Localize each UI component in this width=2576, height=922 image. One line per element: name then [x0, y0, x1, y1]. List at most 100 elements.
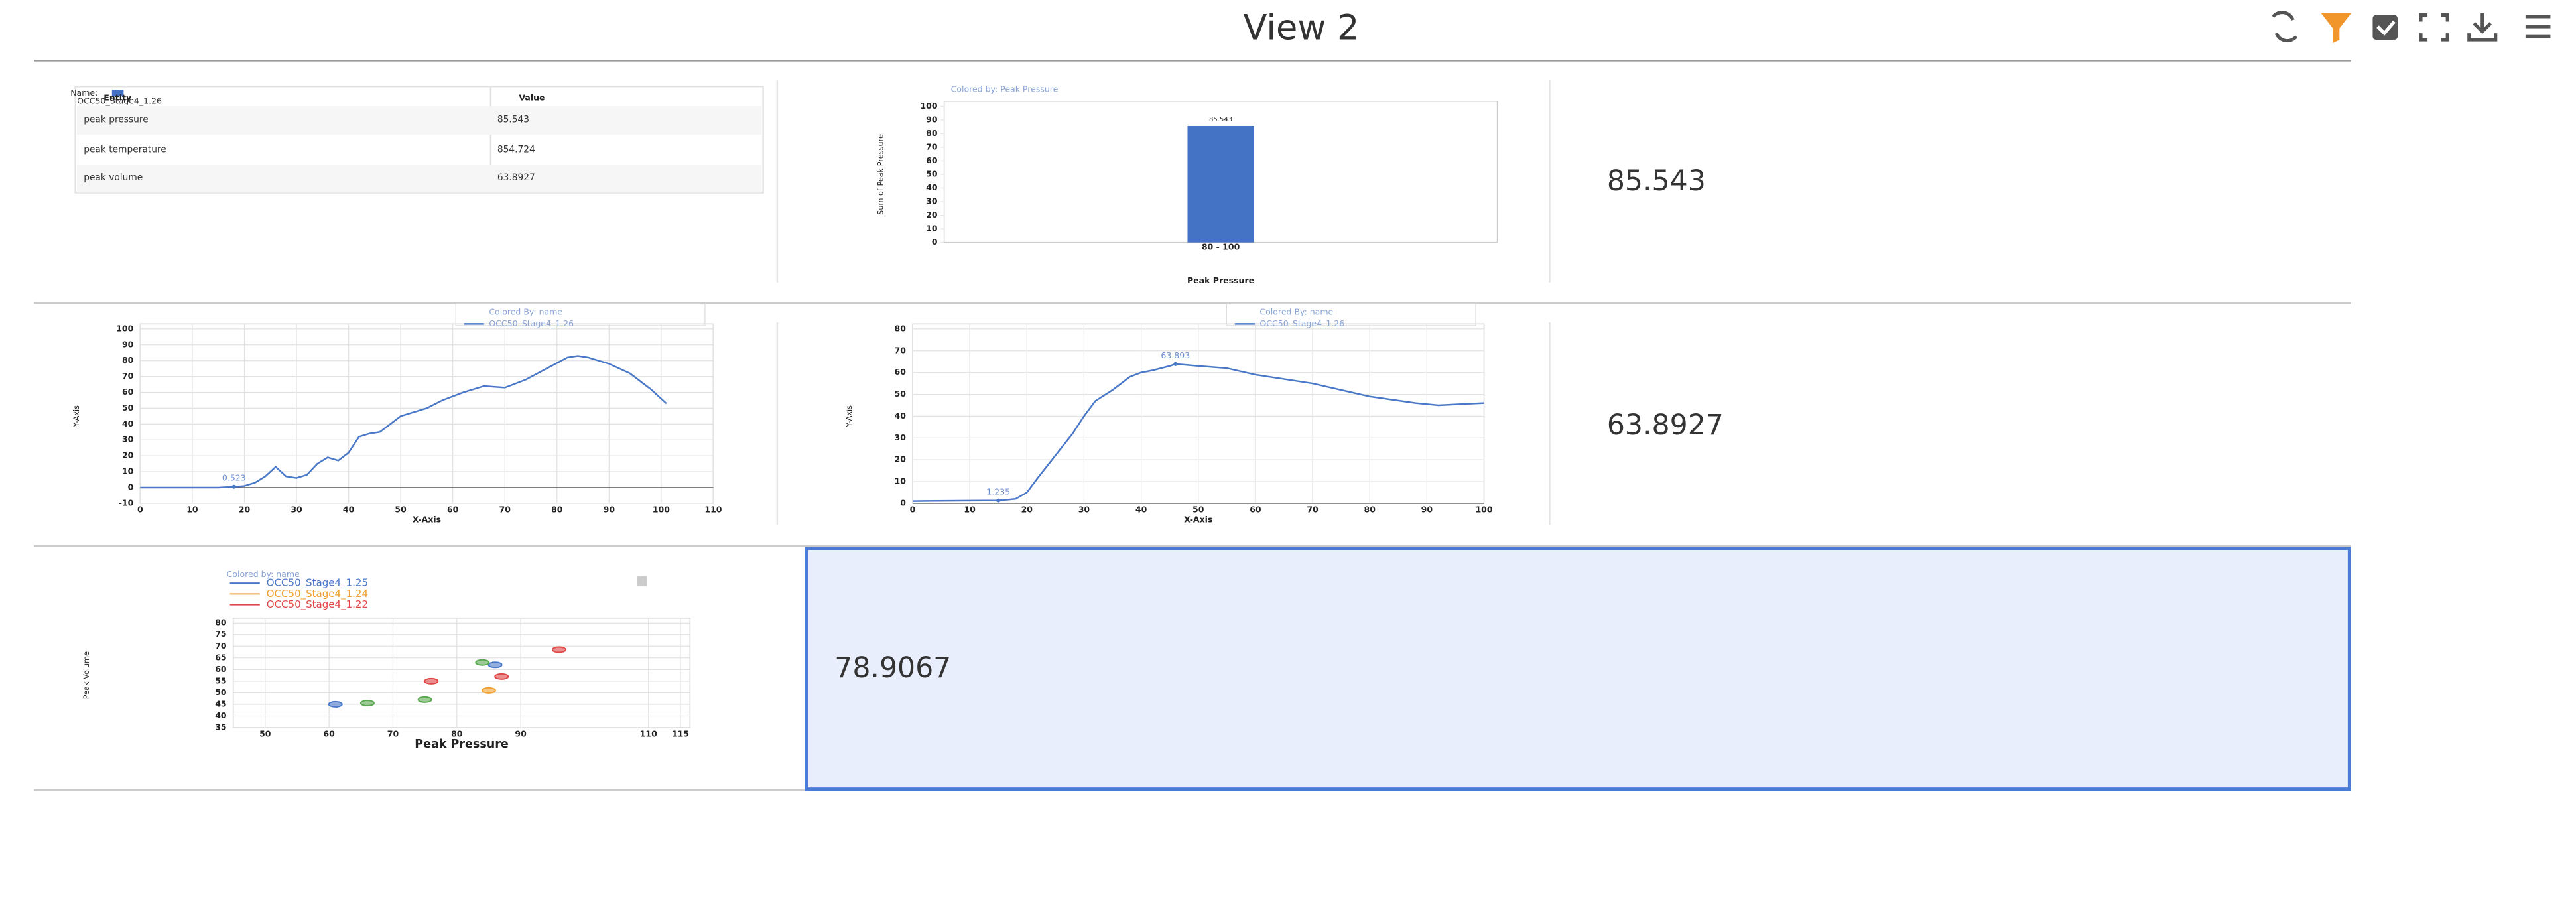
- y-tick-label: 30: [122, 434, 134, 444]
- x-tick-label: 60: [447, 504, 459, 514]
- y-tick-label: 50: [122, 403, 134, 413]
- cell: 854.724: [497, 144, 535, 155]
- point: [551, 646, 566, 653]
- x-axis-label: X-Axis: [413, 514, 441, 524]
- y-tick-label: 65: [215, 652, 226, 662]
- table: Name: OCC50_Stage4_1.26 Entity Value pea…: [70, 85, 764, 194]
- filter-icon[interactable]: [2321, 13, 2351, 44]
- bar: [1187, 125, 1254, 243]
- y-tick-label: 70: [895, 345, 907, 355]
- point: [424, 677, 439, 685]
- legend-label: Name:: [70, 88, 97, 98]
- legend-entry: OCC50_Stage4_1.26: [1259, 318, 1344, 328]
- x-tick-label: 110: [640, 728, 657, 738]
- cell: 85.543: [497, 114, 529, 125]
- y-tick-label: 50: [926, 168, 938, 178]
- legend-frame: [455, 303, 706, 326]
- view-title: View 2: [1244, 8, 1360, 48]
- y-tick-label: 55: [215, 675, 226, 685]
- x-tick-label: 70: [387, 728, 399, 738]
- y-tick-label: 0: [932, 237, 938, 247]
- point: [475, 659, 490, 666]
- x-tick-label: 30: [1078, 504, 1090, 514]
- x-tick-label: 100: [653, 504, 670, 514]
- fullscreen-icon[interactable]: [2419, 13, 2449, 42]
- y-tick-label: 20: [122, 450, 134, 460]
- y-tick-label: 90: [926, 114, 938, 124]
- y-tick-label: 45: [215, 698, 226, 708]
- annotation-point: [231, 484, 236, 489]
- download-icon[interactable]: [2467, 13, 2498, 42]
- y-tick-label: 100: [920, 101, 937, 111]
- x-tick-label: 110: [704, 504, 722, 514]
- y-tick-label: 60: [926, 155, 938, 165]
- point: [417, 696, 432, 703]
- y-tick-label: 70: [926, 141, 938, 151]
- y-tick-label: 70: [122, 371, 134, 381]
- x-tick-label: 100: [1475, 504, 1492, 514]
- selected-tile[interactable]: [805, 546, 2351, 791]
- x-tick-label: 90: [604, 504, 615, 514]
- y-tick-label: 60: [895, 367, 907, 377]
- row-band: [77, 164, 762, 193]
- cell: peak temperature: [84, 144, 166, 155]
- x-tick-label: 40: [1135, 504, 1147, 514]
- legend-entry: OCC50_Stage4_1.25: [267, 577, 368, 590]
- x-tick-label: 50: [259, 728, 271, 738]
- y-tick-label: 80: [895, 323, 907, 333]
- point: [481, 687, 496, 694]
- cell: 63.8927: [497, 172, 535, 183]
- x-tick-label: 70: [499, 504, 511, 514]
- select-icon[interactable]: [2372, 15, 2398, 40]
- annotation: 63.893: [1161, 350, 1190, 360]
- y-tick-label: -10: [119, 497, 134, 507]
- y-tick-label: 70: [215, 641, 227, 651]
- x-tick-label: 80: [551, 504, 563, 514]
- x-tick-label: 10: [964, 504, 976, 514]
- y-tick-label: 80: [926, 128, 938, 138]
- legend-entry: OCC50_Stage4_1.26: [489, 318, 574, 328]
- x-tick-label: 10: [186, 504, 198, 514]
- annotation: 0.523: [222, 473, 246, 483]
- kpi-value: 85.543: [1607, 165, 1706, 198]
- y-tick-label: 30: [895, 432, 907, 442]
- y-tick-label: 10: [895, 476, 907, 486]
- y-tick-label: 10: [926, 224, 938, 233]
- line: [912, 363, 1484, 502]
- annotation-point: [996, 498, 1001, 503]
- legend-scroll: [637, 576, 647, 587]
- y-tick-label: 35: [215, 722, 226, 732]
- y-tick-label: 0: [900, 497, 906, 507]
- y-tick-label: 30: [926, 196, 938, 206]
- legend-title: Colored by: Peak Pressure: [951, 84, 1059, 94]
- kpi-value: 63.8927: [1607, 409, 1724, 442]
- legend-entry: OCC50_Stage4_1.22: [267, 598, 368, 611]
- check-mark: [2376, 20, 2396, 36]
- y-tick-label: 40: [895, 411, 907, 421]
- x-tick-label: 90: [515, 728, 527, 738]
- x-tick-label: 80: [451, 728, 463, 738]
- annotation-point: [1173, 362, 1178, 366]
- legend-swatch: [111, 90, 124, 97]
- y-tick-label: 50: [895, 389, 907, 399]
- y-tick-label: 60: [215, 664, 227, 674]
- legend-title: Colored By: name: [489, 306, 562, 316]
- y-tick-label: 80: [122, 355, 134, 365]
- x-tick-label: 60: [1250, 504, 1261, 514]
- y-axis-label: Y-Axis: [845, 405, 854, 428]
- toolbar: [2272, 11, 2551, 44]
- y-axis-label: Sum of Peak Pressure: [876, 134, 885, 215]
- x-axis-label: Peak Pressure: [1187, 275, 1254, 285]
- legend-frame: [1226, 303, 1476, 326]
- menu-icon[interactable]: [2525, 15, 2551, 38]
- point: [328, 700, 343, 708]
- x-tick-label: 80: [1364, 504, 1376, 514]
- cell: peak volume: [84, 172, 143, 183]
- x-tick-label: 115: [672, 728, 689, 738]
- legend-entry: OCC50_Stage4_1.26: [77, 96, 162, 105]
- x-tick-label: 0: [137, 504, 143, 514]
- y-tick-label: 75: [215, 629, 226, 639]
- y-tick-label: 90: [122, 339, 134, 349]
- refresh-icon[interactable]: [2272, 11, 2298, 43]
